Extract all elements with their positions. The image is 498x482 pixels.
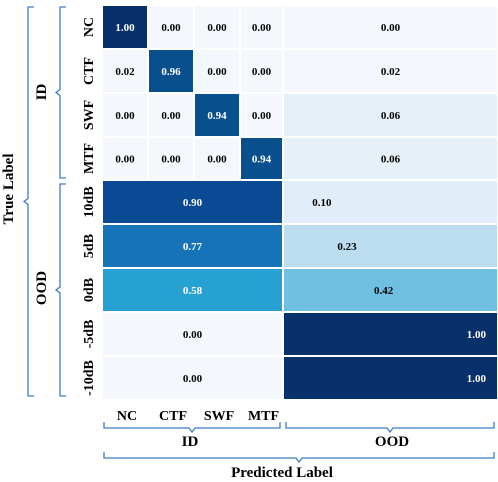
y-tick-mtf: MTF [82,143,97,174]
x-tick-mtf: MTF [248,409,279,424]
ood-row-2-id-value: 0.58 [183,285,203,297]
ood-row-3-ood-value: 1.00 [467,329,487,341]
id-row-1-col-1-cell [147,48,195,94]
id-row-3-ood-value: 0.06 [381,154,401,166]
id-row-1-col-3-value: 0.00 [252,66,272,78]
id-row-0-col-3-value: 0.00 [252,22,272,34]
x-bracket-predicted-label [103,452,495,464]
y-axis-title: True Label [1,154,17,225]
heatmap-cells [101,4,498,401]
x-bracket-id [103,422,281,434]
x-tick-nc: NC [117,409,137,424]
group-brackets [22,6,495,464]
id-row-3-ood-cell [282,136,498,181]
y-bracket-ood [54,183,66,397]
y-tick-10db: -10dB [82,360,97,396]
y-bracket-id [54,6,66,179]
x-group-id-label: ID [182,434,199,450]
id-row-0-col-2-value: 0.00 [207,22,227,34]
y-tick-0db: 0dB [82,278,97,302]
id-row-0-col-0-value: 1.00 [115,22,135,34]
id-row-2-col-0-value: 0.00 [115,110,135,122]
ood-row-1-ood-cell [282,223,498,269]
id-row-3-col-0-value: 0.00 [115,154,135,166]
id-row-1-ood-cell [282,48,498,94]
ood-row-4-id-cell [101,355,284,401]
id-row-3-col-2-value: 0.00 [207,154,227,166]
id-row-0-ood-value: 0.00 [381,22,401,34]
ood-row-3-id-cell [101,311,284,357]
ood-row-0-ood-value: 0.10 [312,197,332,209]
ood-row-3-ood-cell [282,311,498,357]
y-tick-5db: 5dB [82,234,97,258]
ood-row-2-ood-value: 0.42 [374,285,394,297]
ood-row-2-ood-cell [282,267,498,313]
x-group-ood-label: OOD [375,434,409,450]
id-row-3-col-3-value: 0.94 [252,154,272,166]
x-tick-ctf: CTF [159,409,187,424]
id-row-2-col-1-value: 0.00 [161,110,181,122]
ood-row-0-id-value: 0.90 [183,197,203,209]
ood-row-1-id-value: 0.77 [183,241,203,253]
x-axis-title: Predicted Label [231,465,333,481]
id-row-1-ood-value: 0.02 [381,66,401,78]
id-row-0-col-1-value: 0.00 [161,22,181,34]
y-group-id-label: ID [34,83,50,100]
ood-row-3-id-value: 0.00 [183,329,203,341]
x-bracket-ood [285,422,495,434]
y-tick-5db: -5dB [82,320,97,349]
y-group-ood-label: OOD [34,271,50,305]
ood-row-1-ood-value: 0.23 [337,241,357,253]
y-tick-labels: NC CTF SWF MTF 10dB 5dB 0dB -5dB -10dB [82,17,97,396]
id-row-1-col-1-value: 0.96 [161,66,181,78]
id-row-1-col-2-value: 0.00 [207,66,227,78]
y-tick-10db: 10dB [82,186,97,217]
id-row-2-ood-value: 0.06 [381,110,401,122]
ood-row-4-id-value: 0.00 [183,373,203,385]
y-bracket-true-label [22,6,34,397]
id-row-3-col-1-value: 0.00 [161,154,181,166]
id-row-1-col-0-value: 0.02 [115,66,135,78]
ood-row-4-ood-value: 1.00 [467,373,487,385]
x-tick-swf: SWF [204,409,234,424]
x-tick-labels: NC CTF SWF MTF [117,409,279,424]
y-tick-nc: NC [82,17,97,37]
y-tick-ctf: CTF [82,57,97,85]
y-tick-swf: SWF [82,100,97,130]
heatmap-cell-labels: 1.00 0.00 0.00 0.00 0.00 0.02 0.96 0.00 0.00 0.02… [115,22,486,385]
id-row-2-col-2-value: 0.94 [207,110,227,122]
ood-row-4-ood-cell [282,355,498,401]
id-row-2-col-3-value: 0.00 [252,110,272,122]
